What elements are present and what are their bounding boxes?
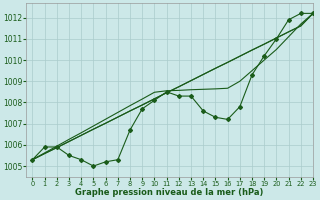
X-axis label: Graphe pression niveau de la mer (hPa): Graphe pression niveau de la mer (hPa) (76, 188, 264, 197)
